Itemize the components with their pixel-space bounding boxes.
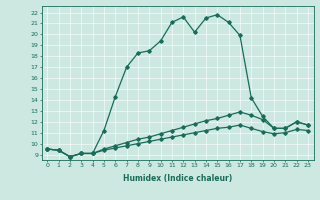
X-axis label: Humidex (Indice chaleur): Humidex (Indice chaleur) [123, 174, 232, 183]
